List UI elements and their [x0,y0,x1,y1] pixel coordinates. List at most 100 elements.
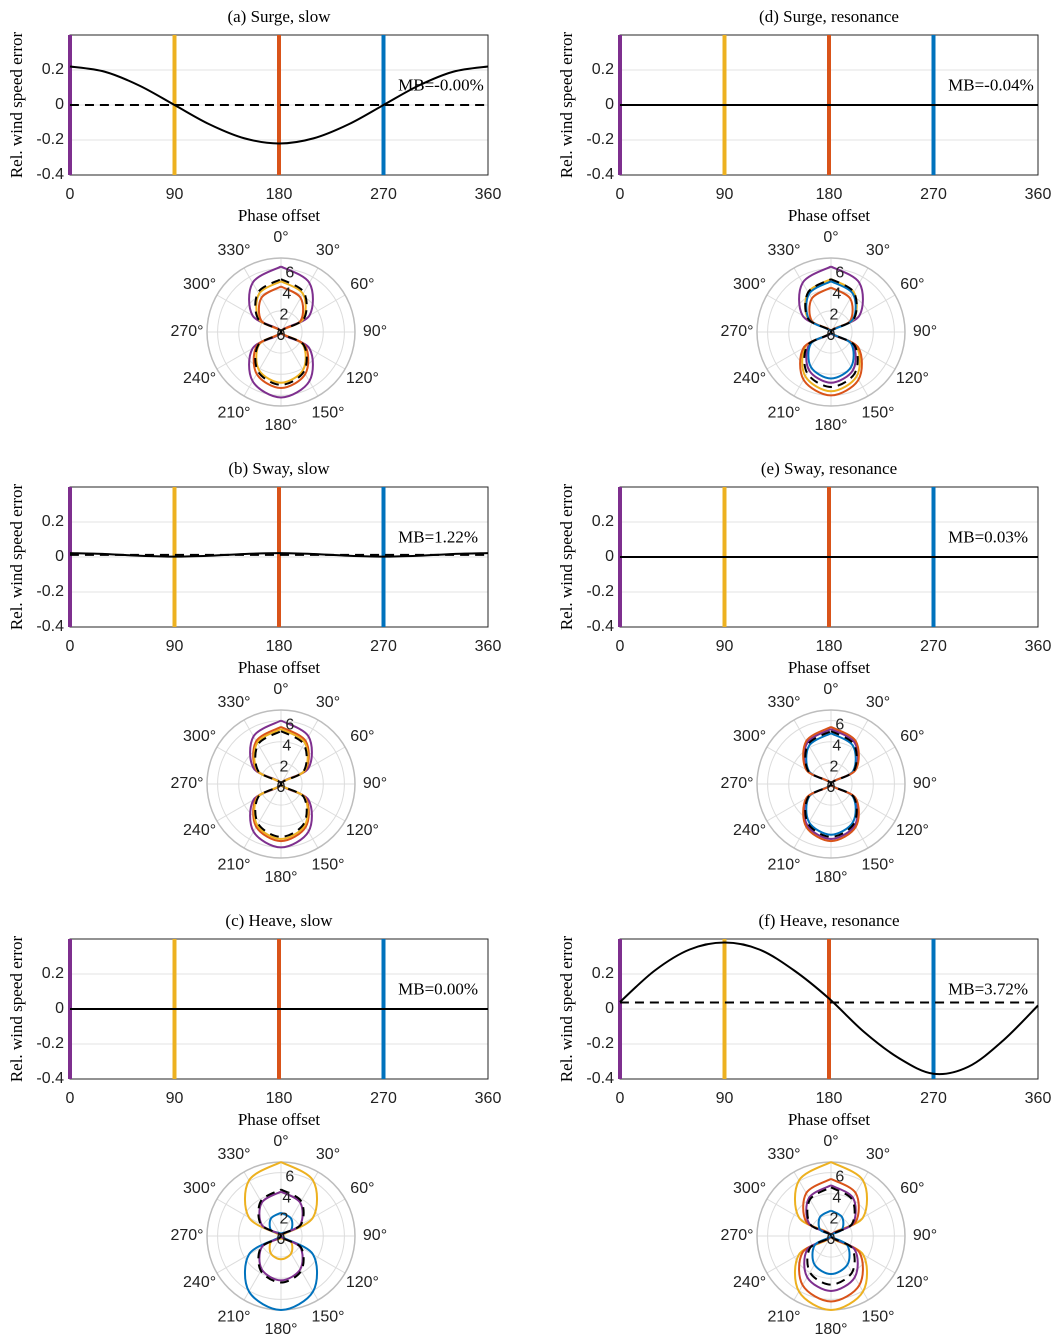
r-tick-label: 6 [835,1168,844,1185]
polar-curve [803,278,859,388]
polar-ring [238,1193,324,1279]
x-tick-label: 270 [370,1090,397,1107]
polar-spoke [280,267,319,333]
y-tick-label: 0.2 [42,965,64,982]
theta-tick-label: 240° [733,370,766,387]
polar-ring [259,762,303,806]
theta-tick-label: 300° [183,276,216,293]
polar-spoke [793,719,832,785]
polar-curve [248,265,314,399]
r-tick-label: 6 [285,716,294,733]
y-tick-label: -0.4 [586,618,614,635]
y-axis-label: Rel. wind speed error [7,935,26,1082]
theta-tick-label: 240° [733,822,766,839]
panel-title: (b) Sway, slow [228,459,330,478]
theta-tick-label: 120° [896,1274,929,1291]
theta-tick-label: 30° [316,242,340,259]
polar-ring [788,1193,874,1279]
x-tick-label: 90 [716,186,734,203]
theta-tick-label: 0° [273,1133,288,1150]
y-tick-label: -0.4 [586,166,614,183]
r-tick-label: 2 [829,306,838,323]
polar-ring [259,310,303,354]
y-tick-label: 0.2 [592,513,614,530]
polar-frame [756,257,906,407]
x-tick-label: 180 [266,1090,293,1107]
theta-tick-label: 270° [720,775,753,792]
polar-spoke [243,783,282,849]
x-tick-label: 270 [370,638,397,655]
x-axis-label: Phase offset [788,1110,871,1129]
theta-tick-label: 120° [346,822,379,839]
y-tick-label: -0.4 [36,166,64,183]
theta-tick-label: 60° [900,276,924,293]
theta-tick-label: 330° [217,242,250,259]
theta-tick-label: 120° [346,370,379,387]
polar-spoke [793,267,832,333]
x-tick-label: 180 [266,638,293,655]
polar-curve [255,280,307,384]
theta-tick-label: 60° [350,1180,374,1197]
polar-ring [238,741,324,827]
r-tick-label: 4 [832,1189,841,1206]
theta-tick-label: 270° [170,323,203,340]
polar-spoke [243,719,282,785]
polar-spoke [243,267,282,333]
r-tick-label: 2 [829,758,838,775]
polar-curve [798,1178,864,1303]
x-tick-label: 360 [1025,1090,1052,1107]
x-tick-label: 0 [616,1090,625,1107]
polar-spoke [280,719,319,785]
theta-tick-label: 180° [814,869,847,886]
panel-title: (f) Heave, resonance [758,911,899,930]
x-axis-label: Phase offset [238,658,321,677]
polar-ring [259,1214,303,1258]
r-tick-label: 0 [277,327,286,344]
x-tick-label: 360 [1025,186,1052,203]
theta-tick-label: 270° [170,1227,203,1244]
polar-spoke [243,1171,282,1237]
panel-title: (d) Surge, resonance [759,7,899,26]
r-tick-label: 4 [832,285,841,302]
annotation: MB=0.00% [398,980,478,999]
polar-spoke [243,1235,282,1301]
polar-spoke [830,1171,869,1237]
theta-tick-label: 300° [183,1180,216,1197]
polar-frame [206,709,356,859]
y-tick-label: -0.2 [586,583,614,600]
x-tick-label: 180 [816,1090,843,1107]
annotation: MB=-0.04% [948,76,1034,95]
polar-curve [243,1161,319,1261]
theta-tick-label: 210° [217,857,250,874]
x-axis-label: Phase offset [238,206,321,225]
x-tick-label: 270 [370,186,397,203]
theta-tick-label: 0° [273,681,288,698]
polar-spoke [830,1235,869,1301]
theta-tick-label: 330° [217,1146,250,1163]
theta-tick-label: 60° [900,728,924,745]
x-axis-label: Phase offset [238,1110,321,1129]
theta-tick-label: 240° [183,1274,216,1291]
theta-tick-label: 90° [363,775,387,792]
theta-tick-label: 90° [913,323,937,340]
theta-tick-label: 300° [733,728,766,745]
theta-tick-label: 30° [866,242,890,259]
polar-curve [254,278,308,386]
polar-spoke [280,1171,319,1237]
theta-tick-label: 330° [767,1146,800,1163]
r-tick-label: 0 [827,779,836,796]
theta-tick-label: 30° [866,1146,890,1163]
y-tick-label: 0.2 [592,965,614,982]
theta-tick-label: 0° [823,681,838,698]
y-tick-label: 0.2 [42,513,64,530]
polar-curve [793,1161,869,1312]
polar-ring [809,762,853,806]
theta-tick-label: 210° [767,857,800,874]
theta-tick-label: 270° [170,775,203,792]
theta-tick-label: 210° [767,1309,800,1326]
r-tick-label: 6 [835,264,844,281]
theta-tick-label: 30° [316,1146,340,1163]
error-line [69,65,489,145]
polar-ring [767,1172,895,1300]
polar-ring [809,1214,853,1258]
